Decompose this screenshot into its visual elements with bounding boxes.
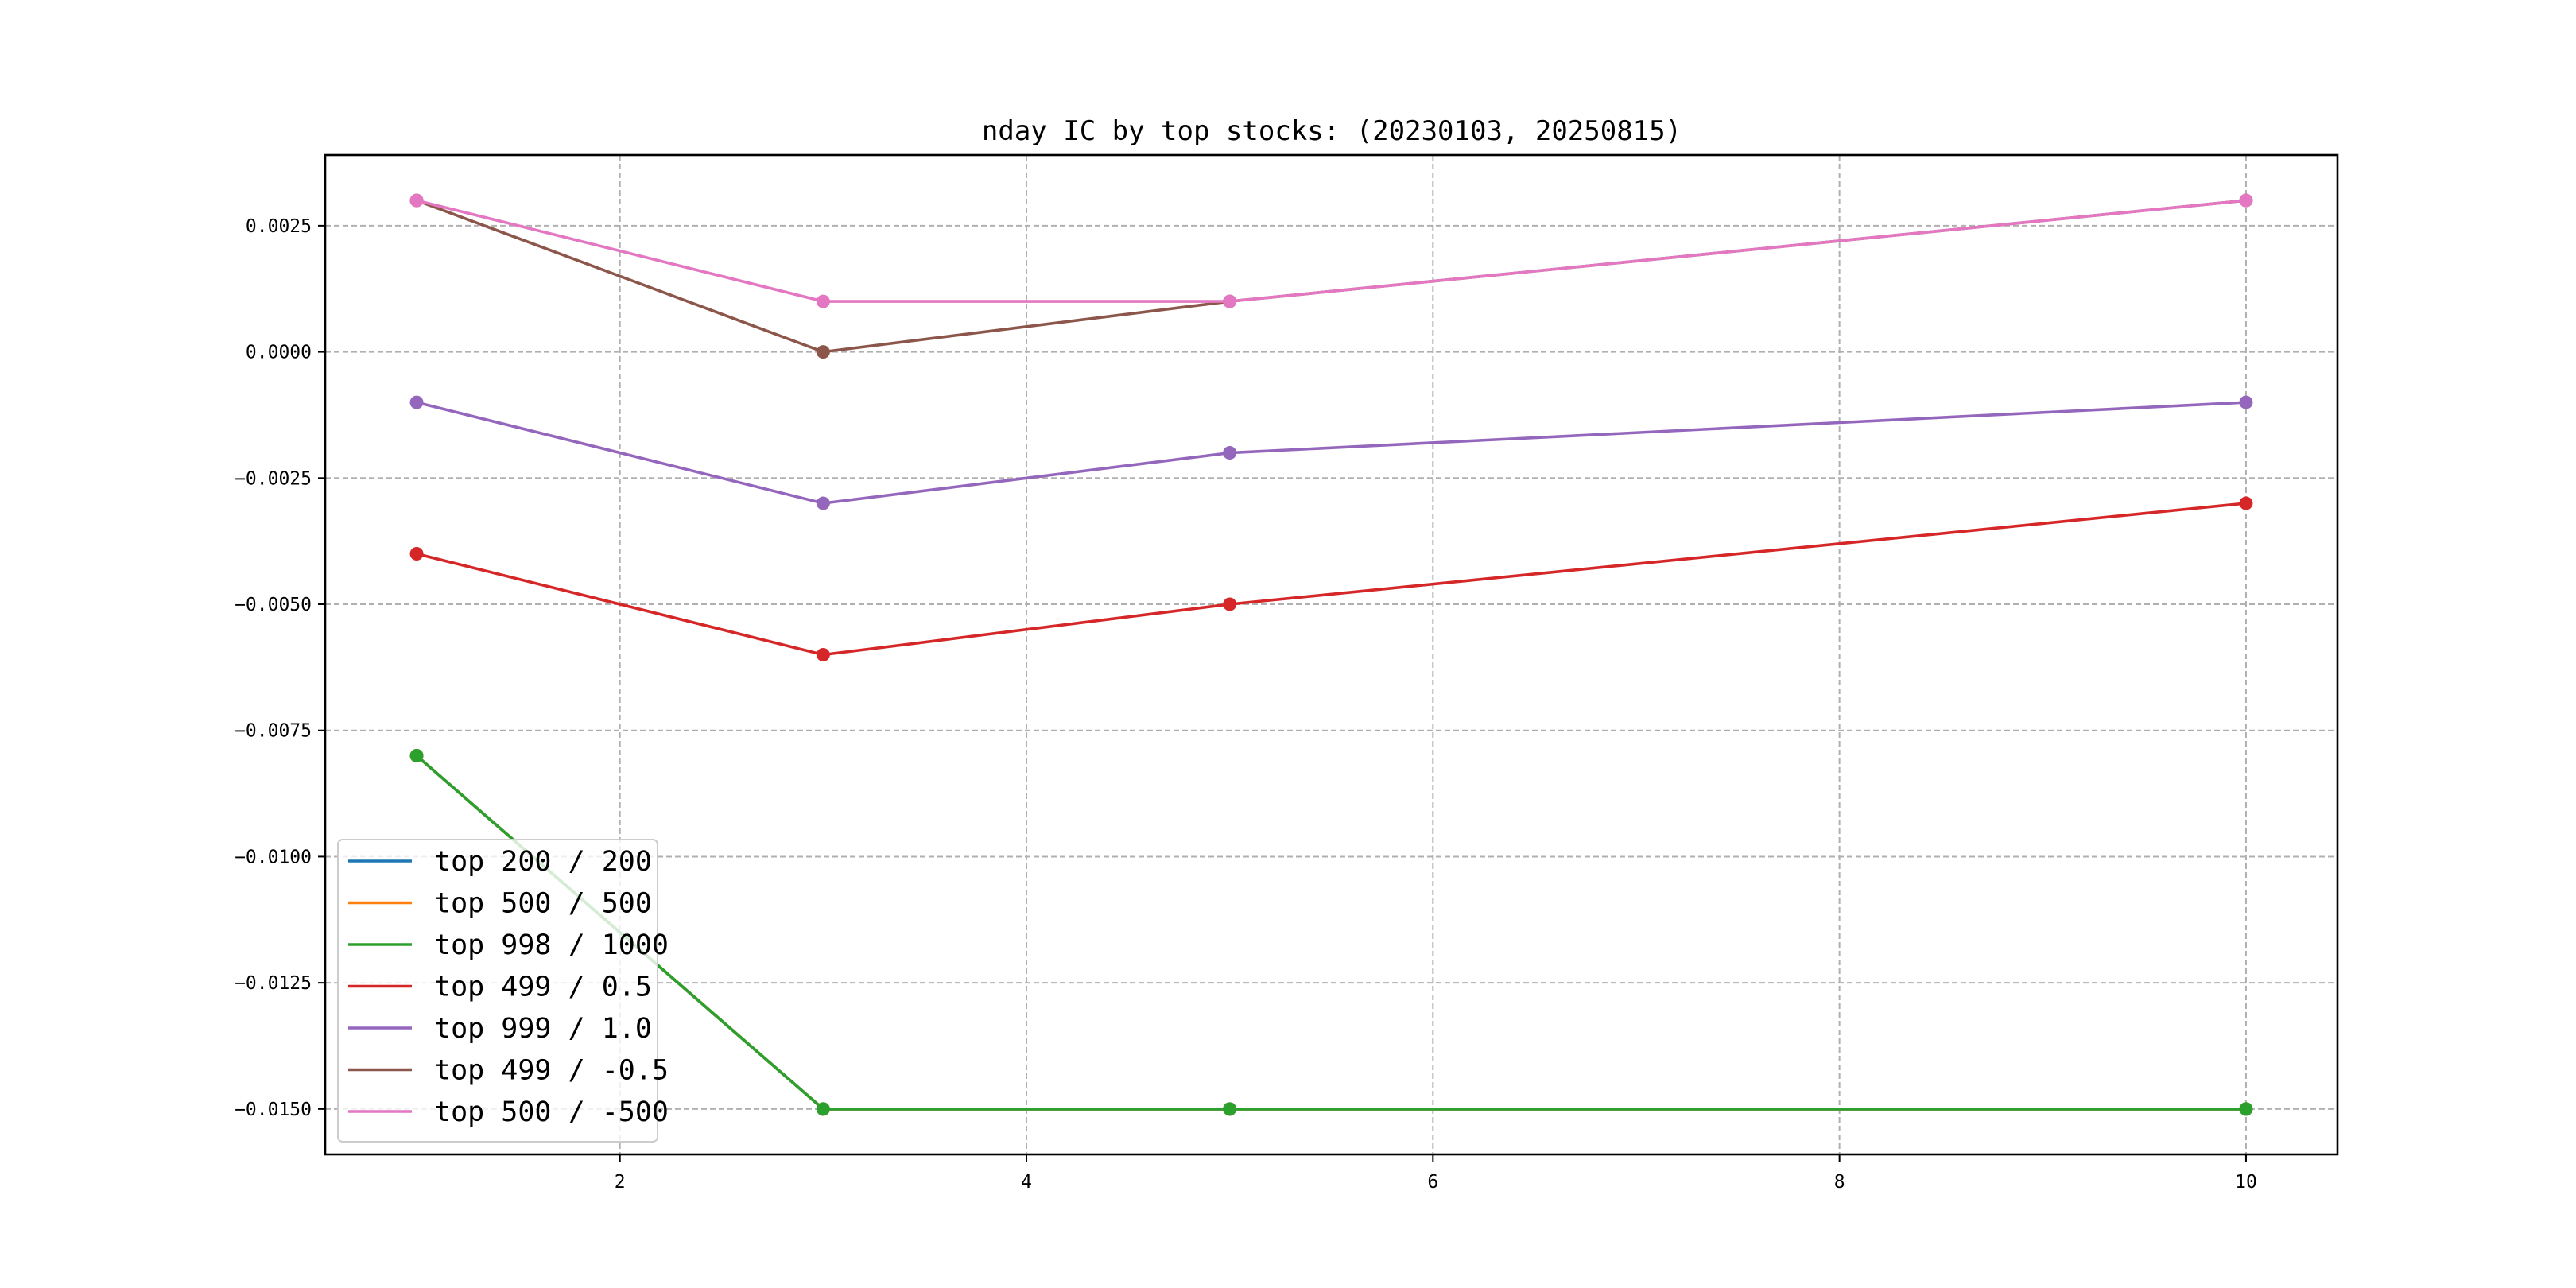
- series-group: [409, 395, 2253, 510]
- plot-area-frame: [324, 153, 2339, 1156]
- data-point: [1223, 294, 1237, 308]
- legend-label: top 499 / -0.5: [434, 1055, 669, 1087]
- data-point: [1223, 1102, 1237, 1116]
- data-point: [816, 294, 830, 308]
- series-group: [409, 748, 2253, 1116]
- series-line: [414, 198, 2248, 354]
- data-point: [1223, 446, 1237, 460]
- y-tick-label: −0.0150: [235, 1100, 312, 1120]
- y-tick-label: 0.0000: [246, 343, 312, 363]
- data-point: [816, 648, 830, 661]
- legend-box: [337, 839, 658, 1143]
- data-point: [816, 345, 830, 359]
- series-line: [414, 198, 2248, 303]
- series-line: [414, 400, 2248, 505]
- data-point: [816, 496, 830, 510]
- data-point: [2239, 193, 2253, 208]
- x-tick-label: 10: [2235, 1172, 2257, 1193]
- y-tick-label: −0.0025: [235, 468, 312, 489]
- x-tick-label: 4: [1021, 1172, 1032, 1193]
- series-group: [409, 748, 2253, 1116]
- legend-label: top 200 / 200: [434, 846, 652, 878]
- series-line: [414, 753, 2248, 1111]
- series-group: [409, 496, 2253, 661]
- x-tick-label: 8: [1834, 1172, 1845, 1193]
- data-point: [409, 547, 424, 561]
- legend: top 200 / 200 top 500 / 500 top 998 / 1000…: [337, 839, 669, 1143]
- data-point: [409, 748, 424, 762]
- legend-label: top 500 / 500: [434, 888, 652, 920]
- data-point: [2239, 496, 2253, 510]
- data-point: [2239, 395, 2253, 409]
- x-axis-ticks: 2 4 6 8 10: [615, 1154, 2257, 1193]
- legend-label: top 500 / -500: [434, 1096, 669, 1128]
- data-point: [409, 395, 424, 409]
- series-line: [414, 753, 2248, 1111]
- series-group: [409, 193, 2253, 308]
- data-point: [2239, 1102, 2253, 1116]
- series-group: [409, 193, 2253, 359]
- y-axis-ticks: 0.0025 0.0000 −0.0025 −0.0050 −0.0075 −0.0100…: [235, 216, 325, 1120]
- chart-title: nday IC by top stocks: (20230103, 202508…: [982, 115, 1682, 147]
- series-line: [414, 502, 2248, 657]
- x-tick-label: 2: [615, 1172, 626, 1193]
- series-line: [414, 753, 2248, 1111]
- data-point: [1223, 597, 1237, 611]
- y-tick-label: 0.0025: [246, 216, 312, 237]
- y-tick-label: −0.0100: [235, 847, 312, 867]
- series-lines: [409, 193, 2253, 1116]
- data-point: [816, 1102, 830, 1116]
- y-tick-label: −0.0075: [235, 721, 312, 742]
- series-group: [409, 748, 2253, 1116]
- x-tick-label: 6: [1427, 1172, 1438, 1193]
- data-point: [409, 193, 424, 208]
- legend-label: top 499 / 0.5: [434, 972, 652, 1003]
- legend-label: top 999 / 1.0: [434, 1013, 652, 1045]
- legend-label: top 998 / 1000: [434, 929, 669, 961]
- y-tick-label: −0.0125: [235, 973, 312, 994]
- y-tick-label: −0.0050: [235, 595, 312, 615]
